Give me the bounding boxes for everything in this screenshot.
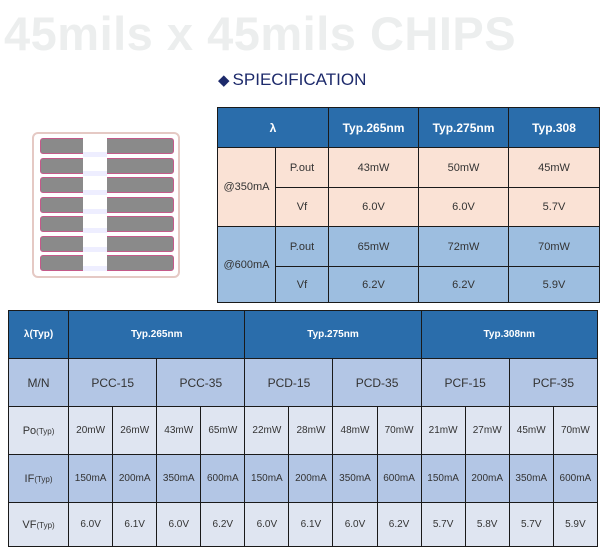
chip-finger xyxy=(40,177,174,193)
cell: 5.9V xyxy=(508,266,600,303)
chip-finger xyxy=(40,235,174,252)
model-name: PCC-15 xyxy=(68,358,158,407)
cell: 5.9V xyxy=(552,502,599,547)
row-label: Po(Typ) xyxy=(7,406,70,455)
row-label-main: VF xyxy=(22,518,37,531)
cell: 5.7V xyxy=(508,187,600,227)
cell: 20mW xyxy=(68,406,114,455)
chip-finger xyxy=(40,196,174,213)
cell: 43mW xyxy=(328,147,419,188)
row-label-main: IF xyxy=(24,472,35,485)
header-wavelength: Typ.308nm xyxy=(420,310,599,359)
row-label: IF(Typ) xyxy=(7,454,70,503)
cell: 6.2V xyxy=(418,266,509,303)
cell: 70mW xyxy=(552,406,599,455)
row-label-sub: (Typ) xyxy=(34,474,53,484)
cell: 350mA xyxy=(156,454,202,503)
cell: 72mW xyxy=(418,226,509,267)
page-title: 45mils x 45mils CHIPS xyxy=(4,7,517,60)
cell: 45mW xyxy=(508,406,554,455)
chip-finger xyxy=(40,216,174,232)
cell: 26mW xyxy=(112,406,158,455)
param-label: Vf xyxy=(275,187,329,227)
cell: 48mW xyxy=(332,406,378,455)
cell: 50mW xyxy=(418,147,509,188)
chip-finger xyxy=(40,138,174,154)
model-name: PCF-35 xyxy=(508,358,599,407)
chip-finger xyxy=(40,157,174,174)
cell: 43mW xyxy=(156,406,202,455)
cell: 5.7V xyxy=(420,502,466,547)
cell: 65mW xyxy=(200,406,246,455)
cell: 150mA xyxy=(244,454,290,503)
chip-gap xyxy=(83,138,107,272)
cell: 6.2V xyxy=(200,502,246,547)
cell: 6.0V xyxy=(328,187,419,227)
section-heading-text: SPIECIFICATION xyxy=(232,70,367,89)
model-name: PCD-35 xyxy=(332,358,422,407)
header-lambda-typ: λ(Typ) xyxy=(7,310,70,359)
cell: 150mA xyxy=(68,454,114,503)
chip-image xyxy=(32,132,180,278)
cell: 70mW xyxy=(376,406,422,455)
spec-table-models: λ(Typ) Typ.265nm Typ.275nm Typ.308nm M/N PCC-… xyxy=(7,310,599,547)
header-275: Typ.275nm xyxy=(418,107,509,148)
header-wavelength: Typ.265nm xyxy=(68,310,246,359)
cell: 5.7V xyxy=(508,502,554,547)
cell: 65mW xyxy=(328,226,419,267)
cell: 27mW xyxy=(464,406,510,455)
header-wavelength: Typ.275nm xyxy=(244,310,422,359)
cell: 45mW xyxy=(508,147,600,188)
group-label: @600mA xyxy=(217,226,276,303)
spec-table-summary: λ Typ.265nm Typ.275nm Typ.308 @350mA P.o… xyxy=(217,107,600,303)
row-label-sub: (Typ) xyxy=(36,426,55,436)
model-name: PCD-15 xyxy=(244,358,334,407)
row-label-sub: (Typ) xyxy=(36,520,55,530)
row-label: VF(Typ) xyxy=(7,502,70,547)
mn-label: M/N xyxy=(7,358,70,407)
cell: 150mA xyxy=(420,454,466,503)
cell: 600mA xyxy=(376,454,422,503)
table-row: IF(Typ) 150mA 200mA 350mA 600mA 150mA 200mA 350… xyxy=(7,454,599,503)
group-label: @350mA xyxy=(217,147,276,227)
param-label: P.out xyxy=(275,226,329,267)
cell: 200mA xyxy=(112,454,158,503)
cell: 350mA xyxy=(508,454,554,503)
diamond-icon: ◆ xyxy=(218,72,230,89)
model-name: PCF-15 xyxy=(420,358,510,407)
header-265: Typ.265nm xyxy=(328,107,419,148)
cell: 600mA xyxy=(552,454,599,503)
cell: 5.8V xyxy=(464,502,510,547)
model-name: PCC-35 xyxy=(156,358,246,407)
section-heading: ◆ SPIECIFICATION xyxy=(218,70,366,90)
cell: 6.2V xyxy=(328,266,419,303)
cell: 22mW xyxy=(244,406,290,455)
row-label-main: Po xyxy=(22,424,37,437)
table-row: VF(Typ) 6.0V 6.1V 6.0V 6.2V 6.0V 6.1V 6.0V 6.2V 5… xyxy=(7,502,599,547)
header-lambda: λ xyxy=(217,107,329,148)
cell: 21mW xyxy=(420,406,466,455)
table-row: Po(Typ) 20mW 26mW 43mW 65mW 22mW 28mW 48mW 70mW 2… xyxy=(7,406,599,455)
cell: 350mA xyxy=(332,454,378,503)
cell: 6.0V xyxy=(156,502,202,547)
cell: 6.0V xyxy=(68,502,114,547)
cell: 6.0V xyxy=(332,502,378,547)
cell: 6.0V xyxy=(244,502,290,547)
header-308: Typ.308 xyxy=(508,107,600,148)
cell: 28mW xyxy=(288,406,334,455)
param-label: P.out xyxy=(275,147,329,188)
cell: 200mA xyxy=(288,454,334,503)
cell: 6.0V xyxy=(418,187,509,227)
cell: 6.2V xyxy=(376,502,422,547)
cell: 200mA xyxy=(464,454,510,503)
cell: 70mW xyxy=(508,226,600,267)
chip-finger xyxy=(40,255,174,271)
cell: 6.1V xyxy=(112,502,158,547)
cell: 6.1V xyxy=(288,502,334,547)
cell: 600mA xyxy=(200,454,246,503)
param-label: Vf xyxy=(275,266,329,303)
